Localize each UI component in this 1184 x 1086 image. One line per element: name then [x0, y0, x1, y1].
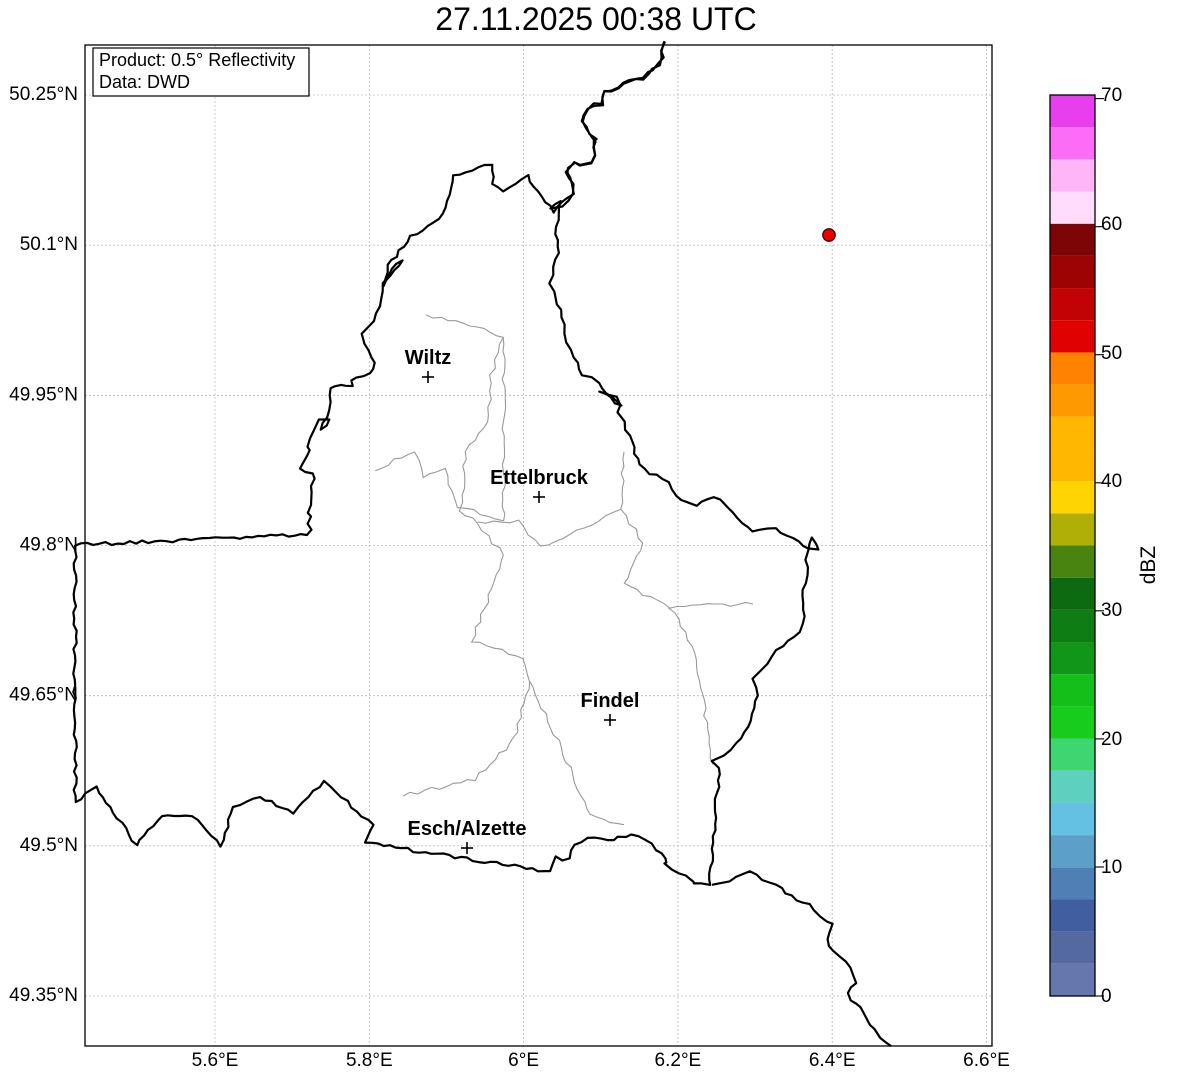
svg-text:40: 40 [1101, 471, 1122, 492]
svg-text:10: 10 [1101, 857, 1122, 878]
svg-text:27.11.2025 00:38 UTC: 27.11.2025 00:38 UTC [435, 1, 756, 37]
svg-text:30: 30 [1101, 600, 1122, 621]
svg-text:50.1°N: 50.1°N [20, 234, 78, 255]
svg-text:20: 20 [1101, 729, 1122, 750]
svg-text:Esch/Alzette: Esch/Alzette [408, 818, 527, 840]
svg-text:5.6°E: 5.6°E [192, 1050, 239, 1071]
svg-text:6.4°E: 6.4°E [809, 1050, 856, 1071]
svg-text:6°E: 6°E [508, 1050, 539, 1071]
svg-text:49.95°N: 49.95°N [9, 384, 78, 405]
svg-text:Findel: Findel [581, 690, 640, 712]
svg-text:60: 60 [1101, 214, 1122, 235]
svg-text:Ettelbruck: Ettelbruck [490, 467, 589, 489]
svg-text:50.25°N: 50.25°N [9, 84, 78, 105]
svg-text:dBZ: dBZ [1137, 546, 1160, 585]
svg-text:50: 50 [1101, 343, 1122, 364]
svg-text:Wiltz: Wiltz [405, 347, 451, 369]
svg-text:70: 70 [1101, 85, 1122, 106]
svg-text:Product: 0.5° Reflectivity: Product: 0.5° Reflectivity [99, 50, 295, 70]
svg-text:6.2°E: 6.2°E [655, 1050, 702, 1071]
svg-text:Data: DWD: Data: DWD [99, 72, 190, 92]
svg-text:49.35°N: 49.35°N [9, 985, 78, 1006]
svg-text:49.8°N: 49.8°N [20, 535, 78, 556]
svg-text:6.6°E: 6.6°E [963, 1050, 1010, 1071]
svg-text:5.8°E: 5.8°E [346, 1050, 393, 1071]
svg-text:49.65°N: 49.65°N [9, 685, 78, 706]
svg-text:49.5°N: 49.5°N [20, 835, 78, 856]
